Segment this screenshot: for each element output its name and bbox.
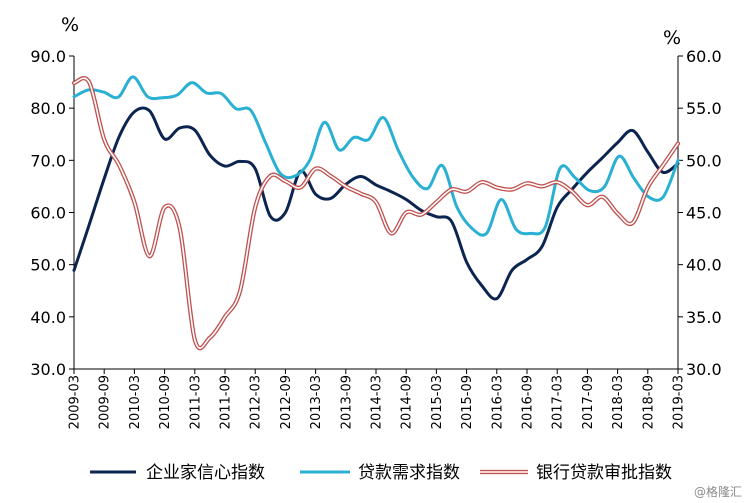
x-tick-label: 2012-03	[249, 375, 264, 429]
series-line-2-inner	[73, 77, 679, 349]
x-tick-label: 2013-09	[339, 375, 354, 429]
right-tick-label: 55.0	[686, 99, 722, 118]
x-tick-label: 2016-09	[521, 375, 536, 429]
right-tick-label: 35.0	[686, 308, 722, 327]
left-tick-label: 60.0	[30, 204, 66, 223]
right-tick-label: 40.0	[686, 256, 722, 275]
left-tick-label: 50.0	[30, 256, 66, 275]
legend: 企业家信心指数 贷款需求指数 银行贷款审批指数	[90, 463, 672, 483]
watermark: @格隆汇	[694, 484, 742, 499]
right-tick-label: 50.0	[686, 151, 722, 170]
x-tick-label: 2011-09	[219, 375, 234, 429]
legend-label-1: 贷款需求指数	[358, 463, 460, 483]
left-tick-label: 80.0	[30, 99, 66, 118]
x-tick-label: 2017-03	[551, 375, 566, 429]
right-tick-label: 45.0	[686, 204, 722, 223]
x-tick-label: 2019-03	[672, 375, 687, 429]
x-tick-label: 2014-09	[400, 375, 415, 429]
left-tick-label: 90.0	[30, 47, 66, 66]
x-tick-label: 2018-03	[611, 375, 626, 429]
legend-label-0: 企业家信心指数	[146, 463, 265, 483]
left-tick-label: 30.0	[30, 360, 66, 379]
legend-label-2: 银行贷款审批指数	[536, 463, 672, 483]
x-tick-label: 2009-03	[68, 375, 83, 429]
x-tick-label: 2011-03	[188, 375, 203, 429]
x-tick-label: 2010-03	[128, 375, 143, 429]
right-tick-label: 30.0	[686, 360, 722, 379]
series-layer	[71, 75, 681, 351]
x-tick-label: 2016-03	[490, 375, 505, 429]
right-axis-unit: %	[663, 27, 681, 49]
x-tick-label: 2015-03	[430, 375, 445, 429]
x-tick-label: 2010-09	[158, 375, 173, 429]
x-tick-label: 2018-09	[641, 375, 656, 429]
axes: 30.0 40.0 50.0 60.0 70.0 80.0 90.0 30.0 35.0 40.0…	[30, 47, 721, 429]
left-tick-label: 70.0	[30, 151, 66, 170]
x-tick-label: 2012-09	[279, 375, 294, 429]
left-tick-label: 40.0	[30, 308, 66, 327]
x-tick-label: 2014-03	[370, 375, 385, 429]
left-axis-unit: %	[61, 14, 79, 36]
series-line-2-outer	[71, 76, 681, 351]
x-tick-label: 2017-09	[581, 375, 596, 429]
x-tick-label: 2013-03	[309, 375, 324, 429]
x-tick-label: 2015-09	[460, 375, 475, 429]
x-tick-label: 2009-09	[98, 375, 113, 429]
right-tick-label: 60.0	[686, 47, 722, 66]
series-line-0	[72, 106, 680, 301]
series-line-1	[72, 75, 680, 237]
